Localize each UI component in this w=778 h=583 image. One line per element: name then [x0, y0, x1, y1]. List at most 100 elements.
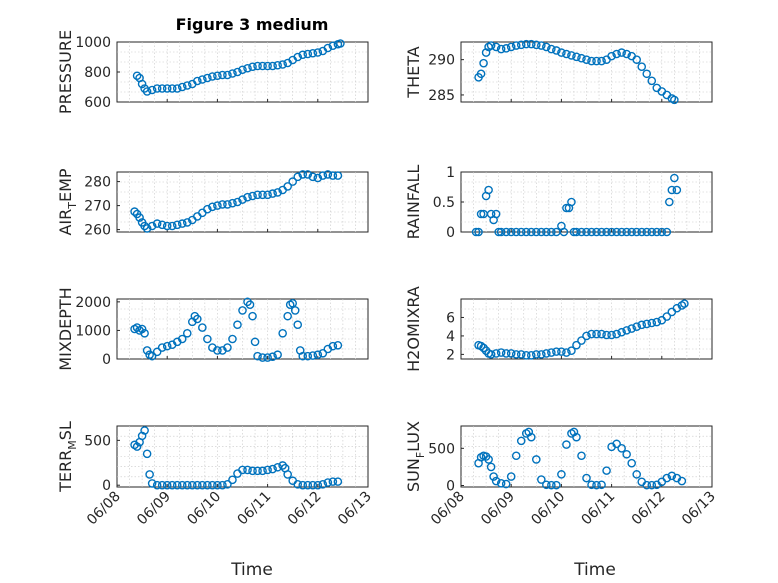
data-point — [592, 480, 601, 490]
data-point — [152, 219, 162, 228]
data-point — [577, 451, 586, 461]
data-point — [253, 351, 262, 361]
data-point — [642, 480, 652, 490]
data-point — [203, 73, 212, 83]
data-point — [486, 462, 496, 472]
data-point — [198, 480, 207, 490]
data-point — [476, 209, 486, 219]
data-point — [223, 70, 232, 80]
y-tick-label: 1000 — [75, 323, 111, 339]
data-point — [263, 353, 272, 362]
data-point — [567, 346, 576, 355]
data-point — [132, 442, 142, 451]
data-point — [597, 480, 606, 490]
data-point — [582, 227, 591, 237]
data-point — [218, 70, 227, 80]
data-point — [152, 347, 162, 357]
data-point — [162, 221, 172, 231]
data-point — [547, 227, 556, 237]
data-point — [278, 461, 287, 470]
y-tick-label: 0.5 — [433, 195, 455, 211]
data-point — [228, 69, 237, 78]
data-point — [537, 350, 546, 359]
data-point — [667, 471, 677, 481]
data-point — [182, 218, 192, 227]
data-point — [552, 46, 561, 55]
data-point — [157, 220, 167, 230]
y-tick-label: 285 — [428, 88, 455, 104]
data-point — [562, 440, 571, 449]
data-point — [592, 227, 601, 237]
data-point — [208, 72, 217, 81]
data-point — [632, 470, 642, 479]
data-point — [177, 219, 187, 228]
data-point — [283, 182, 292, 191]
data-point — [203, 204, 212, 214]
y-tick-label: 4 — [446, 329, 455, 345]
y-axis-label: TERRMSL — [56, 421, 79, 493]
data-point — [542, 480, 551, 490]
data-point — [157, 84, 167, 93]
data-point — [152, 480, 162, 490]
data-point — [278, 60, 287, 69]
data-point — [130, 207, 139, 216]
data-point — [208, 202, 217, 212]
data-point — [537, 41, 546, 50]
subplot-theta: 285 290 THETA — [404, 39, 713, 105]
data-point — [218, 200, 227, 209]
data-point — [245, 300, 255, 310]
data-point — [243, 192, 252, 202]
data-point — [479, 58, 488, 68]
data-point — [238, 306, 247, 315]
data-point — [223, 480, 232, 489]
data-point — [532, 455, 541, 464]
data-point — [506, 349, 516, 358]
data-point — [532, 350, 541, 359]
data-point — [238, 195, 247, 204]
data-point — [491, 209, 501, 219]
data-point — [662, 473, 672, 483]
data-point — [632, 322, 642, 331]
data-point — [142, 87, 152, 96]
data-point — [597, 56, 606, 66]
data-point — [496, 478, 506, 488]
data-point — [323, 43, 333, 53]
data-point — [263, 61, 272, 71]
data-point — [248, 311, 257, 321]
data-point — [677, 476, 687, 486]
data-point — [501, 227, 511, 237]
data-point — [547, 348, 556, 357]
y-tick-label: 0 — [446, 479, 455, 495]
data-point — [491, 42, 501, 52]
data-point — [293, 320, 303, 330]
data-point — [213, 480, 222, 490]
data-point — [303, 170, 313, 179]
data-point — [203, 480, 212, 490]
data-point — [665, 197, 674, 207]
data-point — [662, 312, 672, 321]
data-point — [602, 227, 611, 237]
data-point — [567, 197, 576, 207]
data-point — [182, 480, 192, 490]
y-tick-label: 280 — [84, 175, 111, 191]
data-point — [526, 227, 536, 237]
data-point — [145, 470, 154, 479]
data-point — [177, 480, 187, 490]
data-point — [213, 346, 222, 355]
data-point — [303, 49, 313, 59]
y-tick-label: 800 — [84, 65, 111, 81]
data-point — [587, 480, 596, 490]
data-point — [537, 475, 546, 484]
y-tick-label: 270 — [84, 199, 111, 215]
y-tick-label: 6 — [446, 310, 455, 326]
data-point — [597, 227, 606, 237]
data-point — [213, 71, 222, 81]
data-point — [577, 53, 586, 63]
data-point — [617, 444, 626, 453]
y-axis-label: H2OMIXRA — [404, 286, 423, 372]
data-point — [572, 227, 581, 237]
data-point — [293, 172, 303, 182]
data-point — [253, 61, 262, 71]
